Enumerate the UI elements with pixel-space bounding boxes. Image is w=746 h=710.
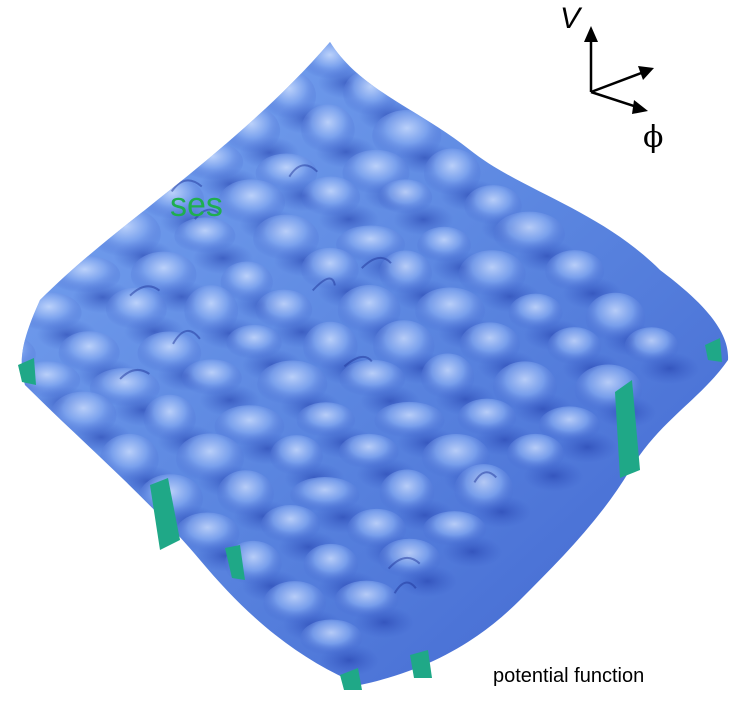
caption: potential function xyxy=(493,665,645,687)
surface-bumps xyxy=(21,42,700,677)
green-text-fragment: ses xyxy=(170,186,223,224)
green-valleys xyxy=(18,338,722,690)
v-axis-label: V xyxy=(560,2,581,35)
axes-icon xyxy=(584,26,654,114)
phi-axis-label: ϕ xyxy=(643,120,664,155)
